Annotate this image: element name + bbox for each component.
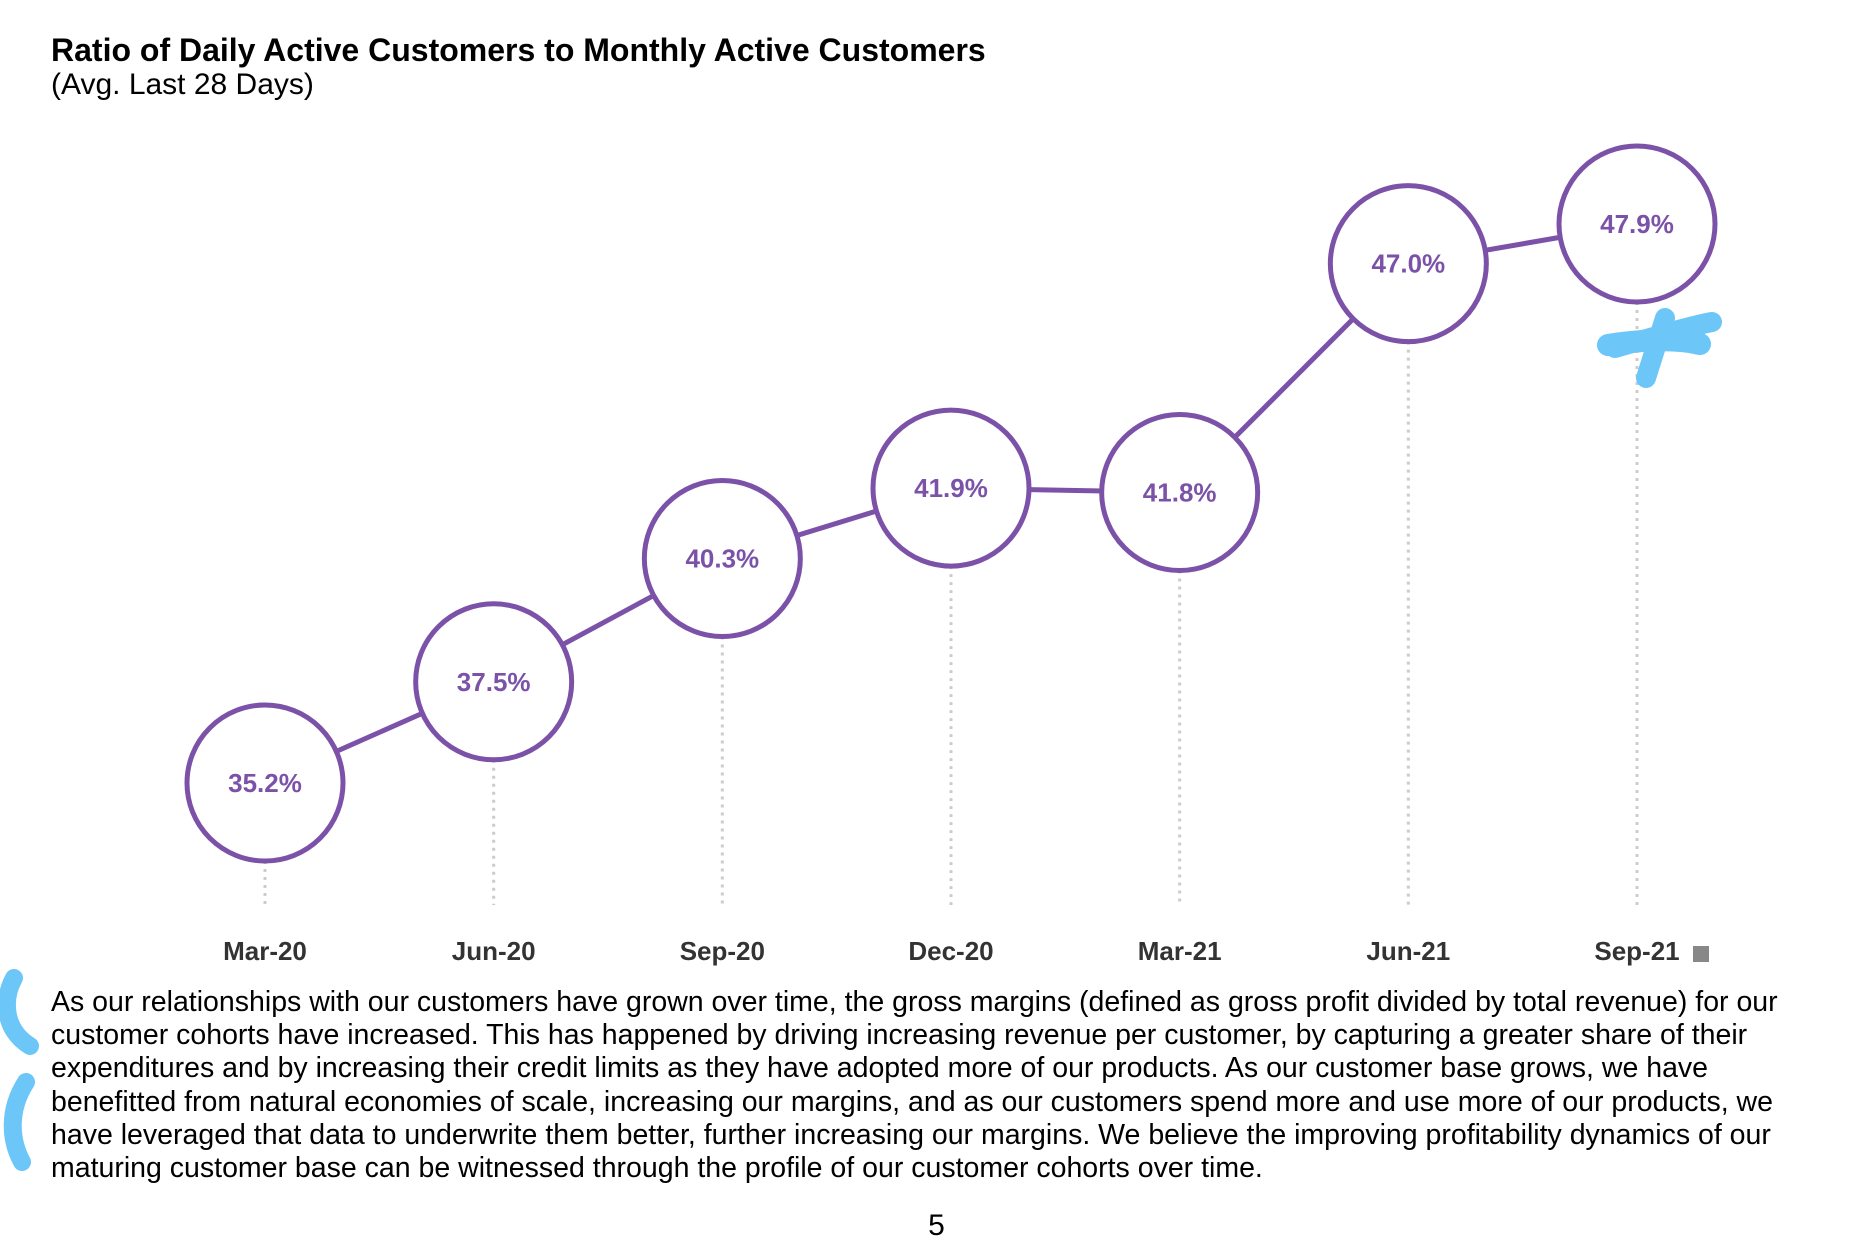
data-point-marker (184, 702, 346, 864)
data-label: 47.0% (1371, 249, 1445, 279)
x-axis-tick-labels: Mar-20 Jun-20 Sep-20 Dec-20 Mar-21 Jun-21 Sep-… (223, 936, 1680, 966)
paragraph-line: customer cohorts have increased. This ha… (51, 1019, 1748, 1052)
line-chart: 35.2% 37.5% 40.3% 41.9% 41.8% 47.0% 47.9% Mar-… (184, 143, 1718, 966)
x-tick-label: Sep-21 (1594, 936, 1679, 966)
data-label: 41.8% (1143, 477, 1217, 507)
data-label: 47.9% (1600, 209, 1674, 239)
data-label: 37.5% (457, 667, 531, 697)
chart-title: Ratio of Daily Active Customers to Month… (51, 32, 986, 68)
data-point-marker (1099, 411, 1261, 573)
x-tick-label: Jun-21 (1366, 936, 1450, 966)
data-point-marker (1556, 143, 1718, 305)
x-tick-label: Sep-20 (680, 936, 765, 966)
x-tick-label: Jun-20 (452, 936, 536, 966)
annotation-bracket-stroke (0, 969, 39, 1055)
paragraph-line: benefitted from natural economies of sca… (51, 1085, 1773, 1118)
paragraph-line: expenditures and by increasing their cre… (51, 1052, 1709, 1085)
data-point-marker (1327, 183, 1489, 345)
data-point-marker (870, 407, 1032, 569)
x-tick-label: Mar-21 (1138, 936, 1222, 966)
data-label: 41.9% (914, 473, 988, 503)
paragraph-line: As our relationships with our customers … (51, 986, 1778, 1018)
small-square-marker (1693, 946, 1709, 962)
x-tick-label: Dec-20 (908, 936, 993, 966)
data-point-marker (413, 601, 575, 763)
data-label: 40.3% (685, 544, 759, 574)
annotation-bracket-stroke (3, 1073, 35, 1171)
chart-subtitle: (Avg. Last 28 Days) (51, 68, 314, 101)
paragraph-line: have leveraged that data to underwrite t… (51, 1118, 1771, 1151)
droplines (263, 302, 1639, 905)
data-label: 35.2% (228, 768, 302, 798)
paragraph-line: maturing customer base can be witnessed … (51, 1152, 1263, 1185)
data-point-marker (641, 478, 803, 640)
body-paragraph: As our relationships with our customers … (51, 986, 1851, 1185)
data-markers: 35.2% 37.5% 40.3% 41.9% 41.8% 47.0% 47.9% (184, 143, 1718, 864)
x-tick-label: Mar-20 (223, 936, 307, 966)
page-number: 5 (928, 1209, 945, 1242)
